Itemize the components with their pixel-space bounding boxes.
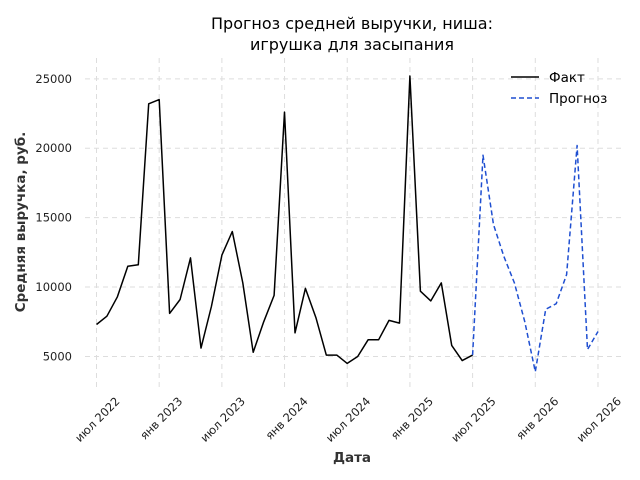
x-tick-label: июл 2026 [574, 394, 625, 445]
series-layer [96, 75, 599, 373]
legend-label-forecast: Прогноз [549, 91, 607, 107]
x-tick-label: июл 2022 [72, 394, 123, 445]
x-axis-ticks: июл 2022 янв 2023 июл 2023 янв 2024 июл 2024… [72, 394, 624, 445]
y-tick-label: 15000 [35, 211, 72, 225]
y-tick-label: 10000 [35, 280, 72, 294]
x-tick-label: июл 2024 [323, 394, 374, 445]
x-tick-label: янв 2024 [262, 394, 310, 442]
series-line-forecast [471, 144, 599, 373]
x-axis-label: Дата [333, 450, 371, 466]
series-line-fact [96, 75, 473, 365]
y-tick-label: 20000 [35, 141, 72, 155]
y-tick-label: 25000 [35, 72, 72, 86]
x-tick-label: июл 2025 [448, 394, 499, 445]
legend: Факт Прогноз [511, 70, 607, 107]
x-tick-label: июл 2023 [197, 394, 248, 445]
legend-label-fact: Факт [549, 70, 585, 86]
chart-title-line2: игрушка для засыпания [250, 35, 454, 54]
x-tick-label: янв 2026 [513, 394, 561, 442]
chart-title-line1: Прогноз средней выручки, ниша: [211, 14, 493, 33]
y-axis-ticks: 5000 10000 15000 20000 25000 [35, 72, 72, 364]
x-tick-label: янв 2025 [388, 394, 436, 442]
x-tick-label: янв 2023 [137, 394, 185, 442]
y-tick-label: 5000 [43, 349, 72, 363]
y-axis-label: Средняя выручка, руб. [13, 132, 29, 313]
